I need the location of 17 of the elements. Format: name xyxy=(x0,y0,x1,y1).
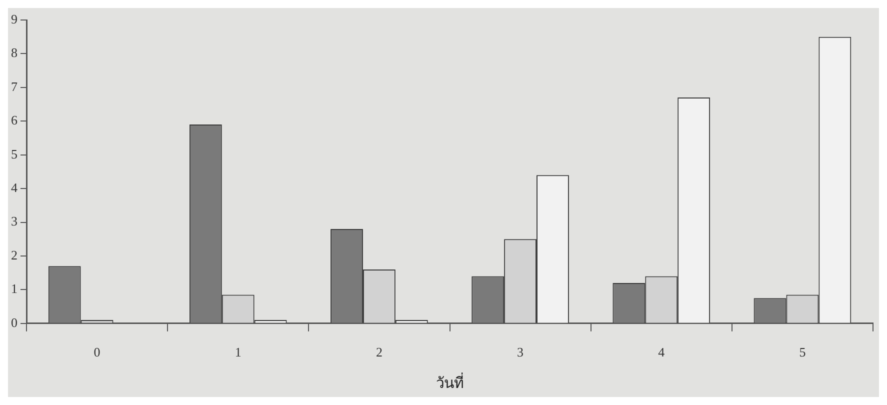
x-tick-label: 0 xyxy=(94,344,100,360)
y-tick-label: 1 xyxy=(11,281,18,296)
x-tick-label: 2 xyxy=(376,344,382,360)
y-tick-label: 6 xyxy=(11,112,18,128)
x-tick-label: 5 xyxy=(799,344,806,360)
y-tick-label: 4 xyxy=(11,180,18,195)
y-tick-label: 8 xyxy=(11,45,18,60)
y-tick-label: 9 xyxy=(11,11,18,26)
y-tick-label: 0 xyxy=(11,314,18,330)
x-tick-label: 3 xyxy=(517,344,524,360)
x-tick-label: 4 xyxy=(658,344,666,360)
x-axis-title: วันที่ xyxy=(436,372,464,392)
y-tick-label: 5 xyxy=(11,146,18,162)
y-tick-label: 2 xyxy=(11,247,18,262)
x-tick-label: 1 xyxy=(234,344,242,360)
y-tick-label: 7 xyxy=(11,78,18,94)
y-tick-label: 3 xyxy=(11,214,18,229)
